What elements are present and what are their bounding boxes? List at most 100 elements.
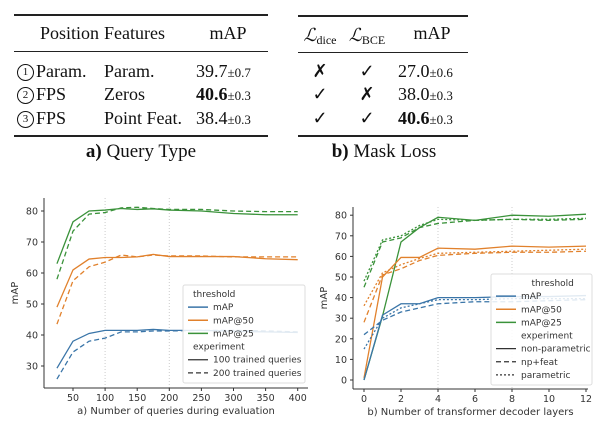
legend-box	[490, 273, 593, 386]
series-line	[56, 207, 298, 264]
mid-rule	[14, 51, 268, 52]
y-tick-label: 80	[26, 207, 38, 218]
legend-entry: mAP@25	[521, 318, 562, 328]
y-tick-label: 70	[335, 231, 347, 242]
y-tick-label: 40	[335, 293, 347, 304]
circled-number: 2	[17, 87, 34, 104]
legend-entry: np+feat	[521, 358, 558, 368]
y-axis-label: mAP	[319, 287, 330, 310]
map-std: ±0.3	[227, 112, 251, 127]
caption-letter: b)	[331, 141, 349, 162]
legend-entry: mAP	[521, 292, 542, 302]
map-std: ±0.3	[429, 88, 453, 103]
y-tick-label: 30	[335, 314, 347, 325]
map-value: 38.0	[398, 84, 430, 104]
y-tick-label: 30	[26, 362, 38, 373]
bottom-rule	[298, 135, 468, 137]
header-position: Position	[40, 23, 100, 43]
cell-features: Param.	[104, 61, 155, 81]
series-line	[363, 250, 587, 323]
map-value: 27.0	[398, 61, 430, 81]
legend-title-threshold: threshold	[532, 279, 574, 289]
y-tick-label: 40	[26, 331, 38, 342]
map-value: 38.4	[196, 108, 228, 128]
y-axis-label: mAP	[10, 282, 21, 305]
map-std: ±0.7	[227, 65, 251, 80]
cell-map: 38.0±0.3	[398, 84, 453, 106]
header-map: mAP	[413, 23, 451, 43]
series-line	[363, 213, 587, 381]
table-caption: a) Query Type	[86, 141, 196, 163]
series-line	[56, 254, 298, 325]
cell-bce: ✓	[359, 61, 375, 81]
header-map: mAP	[209, 23, 247, 43]
header-l-dice: ℒdice	[304, 25, 337, 50]
y-tick-label: 60	[26, 269, 38, 280]
y-tick-label: 50	[335, 273, 347, 284]
cell-map: 27.0±0.6	[398, 61, 453, 83]
y-tick-label: 10	[335, 355, 347, 366]
loss-subscript: dice	[316, 33, 337, 47]
x-tick-label: 2	[398, 394, 404, 405]
legend-entry: mAP@25	[213, 329, 254, 339]
cell-map: 40.6±0.3	[196, 84, 251, 106]
x-tick-label: 200	[160, 393, 178, 404]
y-tick-label: 80	[335, 211, 347, 222]
legend-entry: 200 trained queries	[213, 369, 302, 379]
cell-map: 38.4±0.3	[196, 108, 251, 130]
legend-title-experiment: experiment	[521, 332, 573, 342]
caption-text: Query Type	[106, 141, 197, 162]
cell-map: 40.6±0.3	[398, 108, 453, 130]
x-tick-label: 300	[224, 393, 242, 404]
x-tick-label: 100	[96, 393, 114, 404]
series-line	[363, 217, 587, 282]
cell-map: 39.7±0.7	[196, 61, 251, 83]
x-tick-label: 50	[67, 393, 79, 404]
cell-features: Point Feat.	[104, 108, 183, 128]
map-std: ±0.3	[227, 88, 251, 103]
series-line	[56, 206, 298, 280]
cell-dice: ✗	[312, 61, 328, 81]
y-tick-label: 60	[335, 252, 347, 263]
x-tick-label: 6	[472, 394, 478, 405]
loss-subscript: BCE	[361, 33, 386, 47]
caption-text: Mask Loss	[353, 141, 437, 162]
table-row-position: 1 Param.	[17, 61, 86, 81]
table-row-position: 2 FPS	[17, 84, 66, 104]
loss-symbol: ℒ	[348, 25, 362, 45]
map-value: 40.6	[196, 84, 228, 104]
cell-bce: ✓	[359, 108, 375, 128]
map-value: 39.7	[196, 61, 228, 81]
legend-entry: mAP	[213, 303, 234, 313]
cell-bce: ✗	[359, 84, 375, 104]
header-l-bce: ℒBCE	[349, 25, 385, 50]
x-tick-label: 400	[289, 393, 307, 404]
series-line	[363, 218, 587, 288]
x-tick-label: 150	[128, 393, 146, 404]
caption-letter: a)	[85, 141, 102, 162]
chart-decoder-layers: 0 2 4 6 8 10 12 0 10 20 30 40 50 60 70 80 b) Number of t…	[319, 207, 593, 418]
x-tick-label: 250	[192, 393, 210, 404]
circled-number: 1	[17, 64, 34, 81]
legend-entry: parametric	[521, 371, 570, 381]
header-features: Features	[104, 23, 165, 43]
chart-queries-eval: 50 100 150 200 250 300 350 400 30 40 50 60 70 80 a) Nu…	[10, 198, 308, 417]
y-tick-label: 70	[26, 238, 38, 249]
top-rule	[14, 14, 268, 16]
y-tick-label: 20	[335, 334, 347, 345]
legend-entry: mAP@50	[521, 305, 562, 315]
table-row-position: 3 FPS	[17, 108, 66, 128]
x-tick-label: 350	[257, 393, 275, 404]
legend-entry: 100 trained queries	[213, 356, 302, 366]
legend-box	[182, 284, 306, 384]
x-tick-label: 10	[543, 394, 555, 405]
x-tick-label: 4	[435, 394, 441, 405]
mid-rule	[298, 52, 468, 53]
map-std: ±0.3	[429, 112, 453, 127]
top-rule	[298, 15, 468, 17]
map-std: ±0.6	[429, 65, 453, 80]
y-tick-label: 50	[26, 300, 38, 311]
circled-number: 3	[17, 111, 34, 128]
cell-position: FPS	[36, 108, 67, 128]
